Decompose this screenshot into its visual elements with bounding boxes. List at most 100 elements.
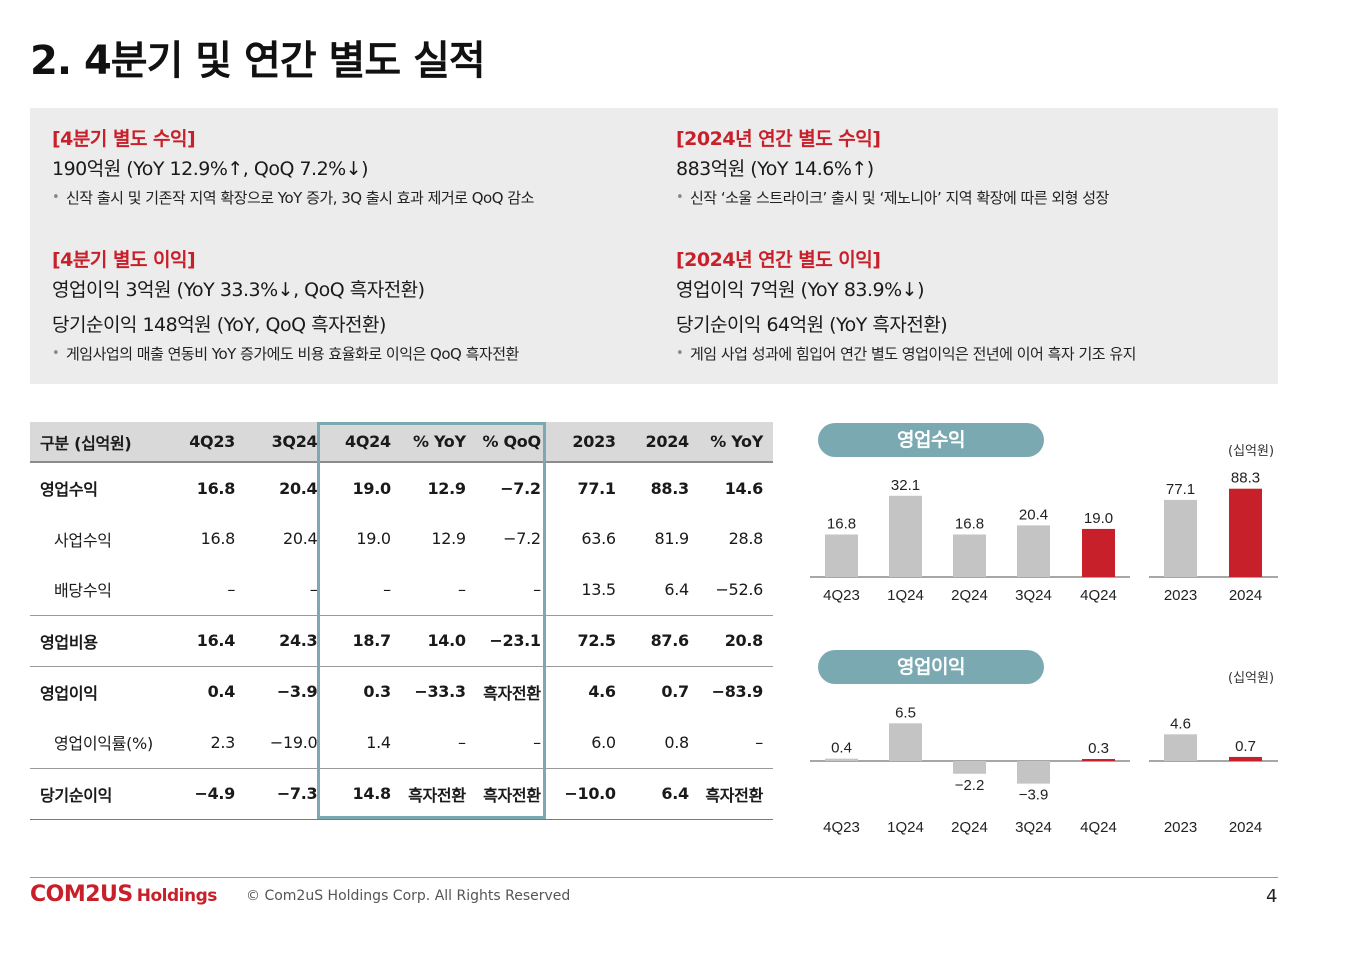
table-header: 구분 (십억원) [30,422,163,463]
summary-line: 당기순이익 148억원 (YoY, QoQ 흑자전환) [52,314,386,336]
chart-category-label: 2Q24 [951,819,988,836]
table-cell: −52.6 [698,564,773,616]
summary-line: 883억원 (YoY 14.6%↑) [676,158,874,180]
chart-category-label: 2024 [1229,819,1262,836]
table-cell: 흑자전환 [483,683,541,703]
bar-charts: 16.8 4Q23 32.1 1Q24 16.8 2Q24 20.4 3Q24 19.0 4Q24… [810,470,1278,836]
copyright-text: © Com2uS Holdings Corp. All Rights Reser… [246,888,571,904]
summary-bullet: 게임사업의 매출 연동비 YoY 증가에도 비용 효율화로 이익은 QoQ 흑자… [52,343,519,365]
summary-heading: [2024년 연간 별도 이익] [676,249,881,271]
table-cell: −3.9 [276,682,318,702]
table-cell: 13.5 [550,564,626,616]
logo-suffix: Holdings [136,886,218,906]
table-cell: 0.3 [363,682,391,702]
chart-category-label: 1Q24 [887,587,924,604]
table-header: % YoY [400,422,476,463]
chart-category-label: 4Q24 [1080,819,1117,836]
page-number: 4 [1266,886,1278,907]
table-cell: – [327,564,401,616]
table-cell: 0.7 [661,682,689,702]
table-cell: 77.1 [577,478,616,498]
table-cell: 4.6 [588,682,616,702]
table-cell: – [400,564,476,616]
row-label: 영업비용 [30,615,163,667]
summary-line: 190억원 (YoY 12.9%↑, QoQ 7.2%↓) [52,158,369,180]
table-cell: – [245,564,328,616]
table-cell: 6.4 [625,564,699,616]
chart-data-label: 88.3 [1231,470,1260,487]
revenue-chart-title: 영업수익 [818,423,1044,457]
chart-bar [1229,756,1262,761]
chart-category-label: 4Q23 [823,819,860,836]
chart-bar [1017,525,1050,577]
chart-bar [953,534,986,577]
chart-data-label: −2.2 [955,777,985,794]
table-cell: 0.4 [207,682,236,702]
table-cell: 24.3 [245,615,328,667]
table-cell: – [475,717,551,769]
table-cell: 2.3 [162,717,246,769]
profit-chart-unit: (십억원) [1228,671,1275,686]
summary-heading: [2024년 연간 별도 수익] [676,128,881,150]
table-cell: – [400,717,476,769]
chart-data-label: 6.5 [895,704,916,721]
summary-line: 당기순이익 64억원 (YoY 흑자전환) [676,314,948,336]
chart-bar [1082,759,1115,761]
chart-category-label: 2023 [1164,819,1197,836]
table-row: 영업비용 16.4 24.3 18.7 14.0 −23.1 72.5 87.6… [30,615,773,667]
table-row: 영업수익 16.8 20.4 19.0 12.9 −7.2 77.1 88.3 … [30,462,773,513]
financial-table: 구분 (십억원) 4Q23 3Q24 4Q24 % YoY % QoQ 2023… [30,422,773,820]
table-row: 당기순이익 −4.9 −7.3 14.8 흑자전환 흑자전환 −10.0 6.4… [30,768,773,820]
table-cell: 6.4 [625,768,699,820]
table-cell: – [475,564,551,616]
summary-block-q-revenue: [4분기 별도 수익] 190억원 (YoY 12.9%↑, QoQ 7.2%↓… [52,124,534,209]
chart-data-label: 32.1 [891,477,920,494]
table-cell: 20.8 [698,615,773,667]
summary-bullet: 신작 ‘소울 스트라이크’ 출시 및 ‘제노니아’ 지역 확장에 따른 외형 성… [676,187,1109,209]
table-cell: −4.9 [162,768,246,820]
table-cell: 20.4 [282,529,318,548]
table-cell: 28.8 [728,529,764,548]
chart-category-label: 2Q24 [951,587,988,604]
chart-bar [825,534,858,577]
company-logo: COM2US Holdings [30,882,217,907]
chart-data-label: 20.4 [1019,506,1048,523]
table-cell: 흑자전환 [475,768,551,820]
table-cell: 0.8 [625,717,699,769]
page-title: 2. 4분기 및 연간 별도 실적 [30,38,486,84]
chart-category-label: 3Q24 [1015,587,1052,604]
table-cell: −7.2 [500,478,541,498]
summary-line: 영업이익 7억원 (YoY 83.9%↓) [676,279,925,301]
table-cell: −83.9 [711,682,764,702]
revenue-chart-unit: (십억원) [1228,444,1275,459]
table-cell: 81.9 [654,529,689,548]
logo-wordmark: COM2US [30,882,133,907]
chart-bar [1082,528,1115,577]
chart-bar [825,758,858,761]
row-label: 사업수익 [54,530,112,550]
chart-bar [889,723,922,761]
table-header: % YoY [698,422,773,463]
chart-category-label: 4Q23 [823,587,860,604]
chart-data-label: 16.8 [955,515,984,532]
table-cell: 1.4 [327,717,401,769]
table-row: 사업수익 16.8 20.4 19.0 12.9 −7.2 63.6 81.9 … [30,513,773,564]
chart-data-label: 16.8 [827,515,856,532]
table-cell: −7.2 [503,529,541,548]
chart-data-label: 0.4 [831,740,852,757]
chart-data-label: 0.3 [1088,740,1109,757]
table-row: 배당수익 – – – – – 13.5 6.4 −52.6 [30,564,773,616]
footer-divider [30,877,1278,878]
table-cell: 88.3 [650,478,690,498]
summary-panel: [4분기 별도 수익] 190억원 (YoY 12.9%↑, QoQ 7.2%↓… [30,108,1278,384]
table-cell: 20.4 [279,478,318,498]
summary-bullet: 신작 출시 및 기존작 지역 확장으로 YoY 증가, 3Q 출시 효과 제거로… [52,187,534,209]
table-cell: 19.0 [356,529,391,548]
table-header: 2023 [550,422,626,463]
row-label: 영업이익률(%) [30,717,163,769]
table-header: 4Q23 [162,422,246,463]
table-cell: −19.0 [245,717,328,769]
row-label: 당기순이익 [30,768,163,820]
row-label: 영업수익 [40,480,98,499]
table-cell: 87.6 [625,615,699,667]
